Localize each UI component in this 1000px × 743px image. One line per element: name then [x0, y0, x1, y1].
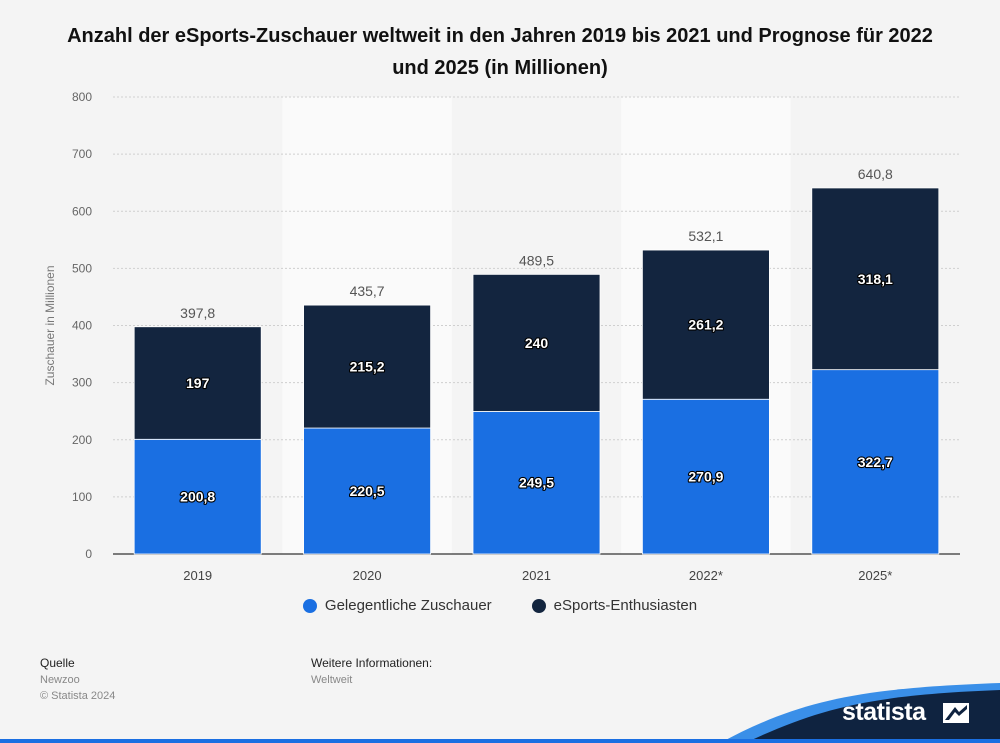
legend-item-casual[interactable]: Gelegentliche Zuschauer [302, 597, 492, 614]
y-tick-label: 800 [72, 90, 92, 104]
bar-casual-2022[interactable] [642, 398, 770, 555]
info-text: Weltweit [311, 674, 353, 686]
legend-label-enthusiasts: eSports-Enthusiasten [553, 597, 698, 614]
y-tick-label: 600 [72, 204, 92, 218]
y-tick-label: 700 [72, 147, 92, 161]
bar-enthusiasts-2019[interactable] [133, 326, 262, 440]
data-label-enthusiasts: 318,1 [858, 271, 893, 287]
legend-item-enthusiasts[interactable]: eSports-Enthusiasten [531, 597, 698, 614]
data-label-casual: 200,8 [180, 489, 215, 505]
x-tick-label: 2021 [522, 568, 551, 583]
legend: Gelegentliche Zuschauer eSports-Enthusia… [0, 597, 1000, 614]
data-label-enthusiasts: 215,2 [350, 359, 385, 375]
data-label-casual: 270,9 [688, 469, 723, 485]
source-link[interactable]: Newzoo [40, 674, 80, 686]
bar-casual-2021[interactable] [472, 411, 601, 555]
source-heading: Quelle [40, 656, 75, 670]
info-heading: Weitere Informationen: [311, 656, 433, 670]
bar-casual-2019[interactable] [133, 438, 262, 555]
legend-dot-enthusiasts [531, 598, 546, 613]
y-tick-label: 0 [85, 547, 92, 561]
x-tick-label: 2019 [183, 568, 212, 583]
total-label: 532,1 [688, 228, 723, 244]
data-label-casual: 220,5 [350, 483, 385, 499]
total-label: 489,5 [519, 252, 554, 268]
y-tick-label: 400 [72, 319, 92, 333]
bar-enthusiasts-2020[interactable] [303, 304, 432, 429]
legend-dot-casual [302, 598, 317, 613]
data-label-casual: 322,7 [858, 454, 893, 470]
bar-enthusiasts-2021[interactable] [472, 273, 601, 412]
y-axis-label: Zuschauer in Millionen [43, 265, 57, 385]
total-label: 397,8 [180, 305, 215, 321]
data-label-enthusiasts: 261,2 [688, 317, 723, 333]
total-label: 640,8 [858, 166, 893, 182]
data-label-enthusiasts: 197 [186, 375, 210, 391]
total-label: 435,7 [350, 283, 385, 299]
copyright: © Statista 2024 [40, 690, 116, 702]
y-tick-label: 300 [72, 376, 92, 390]
data-label-casual: 249,5 [519, 475, 554, 491]
y-tick-label: 500 [72, 261, 92, 275]
x-tick-label: 2022* [689, 568, 723, 583]
statista-logo-icon [943, 703, 969, 723]
bar-casual-2020[interactable] [303, 427, 432, 555]
legend-label-casual: Gelegentliche Zuschauer [324, 597, 492, 614]
data-label-enthusiasts: 240 [525, 335, 549, 351]
y-tick-label: 100 [72, 490, 92, 504]
y-tick-label: 200 [72, 433, 92, 447]
statista-logo[interactable]: statista [842, 698, 926, 726]
bar-casual-2025[interactable] [811, 369, 940, 555]
bar-enthusiasts-2025[interactable] [811, 187, 940, 371]
chart-title: Anzahl der eSports-Zuschauer weltweit in… [67, 25, 933, 79]
x-tick-label: 2025* [858, 568, 892, 583]
x-tick-label: 2020 [353, 568, 382, 583]
bar-enthusiasts-2022[interactable] [642, 249, 770, 400]
